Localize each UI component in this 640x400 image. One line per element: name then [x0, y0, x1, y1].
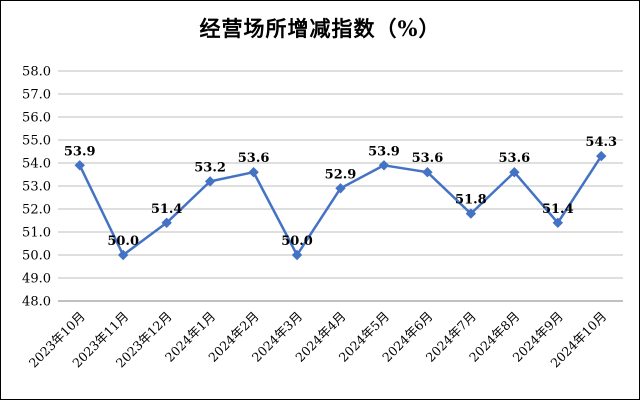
data-point-marker: [248, 166, 259, 178]
data-point-marker: [291, 249, 303, 261]
data-label: 53.6: [238, 151, 270, 166]
y-tick-label: 55.0: [22, 134, 51, 149]
y-tick-label: 54.0: [22, 157, 51, 172]
data-point-marker: [204, 176, 216, 187]
y-tick-label: 58.0: [22, 65, 51, 80]
data-label: 51.4: [151, 202, 183, 217]
data-label: 53.9: [64, 144, 96, 159]
data-label: 54.3: [585, 135, 617, 150]
y-tick-label: 56.0: [22, 111, 51, 126]
data-point-marker: [422, 166, 433, 178]
data-label: 53.6: [412, 151, 444, 166]
data-label: 53.6: [499, 151, 531, 166]
y-tick-label: 57.0: [22, 88, 51, 103]
data-point-marker: [74, 160, 85, 171]
y-tick-label: 53.0: [22, 180, 51, 195]
data-point-marker: [335, 183, 346, 194]
data-point-marker: [161, 217, 172, 229]
data-point-marker: [509, 166, 520, 178]
data-label: 51.8: [455, 193, 487, 208]
data-label: 53.2: [194, 160, 226, 175]
y-tick-label: 49.0: [22, 272, 51, 287]
data-label: 50.0: [107, 234, 139, 249]
data-point-marker: [465, 208, 477, 219]
y-tick-label: 48.0: [22, 295, 51, 310]
y-tick-label: 51.0: [22, 226, 51, 241]
data-label: 51.4: [542, 202, 574, 217]
data-label: 53.9: [368, 144, 400, 159]
data-point-marker: [378, 160, 390, 171]
chart-title: 经营场所增减指数（%）: [199, 16, 441, 41]
data-point-marker: [117, 249, 129, 261]
y-tick-label: 50.0: [22, 249, 51, 264]
data-point-marker: [552, 217, 564, 229]
data-point-marker: [596, 150, 607, 162]
y-tick-label: 52.0: [22, 203, 51, 218]
data-label: 50.0: [281, 234, 313, 249]
data-label: 52.9: [325, 167, 357, 182]
